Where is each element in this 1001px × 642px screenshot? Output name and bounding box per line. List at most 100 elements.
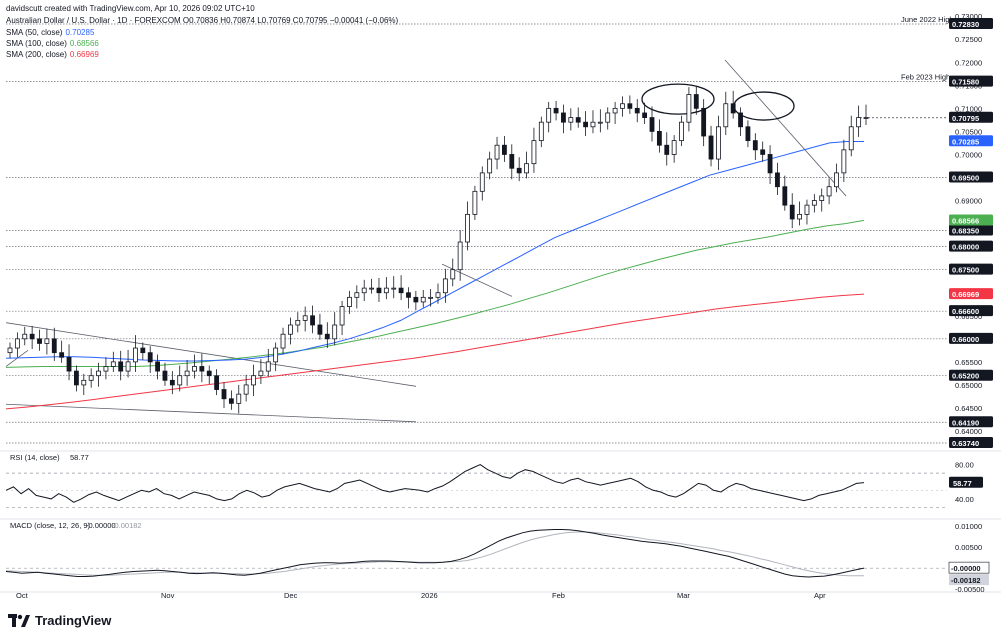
macd-signal-badge-label: -0.00182 [951, 576, 981, 585]
candle-body [354, 292, 360, 298]
level-badge-label: 0.72830 [952, 20, 979, 29]
candle-body [192, 366, 197, 372]
macd-value-badge [948, 561, 990, 574]
x-tick-label: Nov [161, 591, 175, 600]
price-badge-label: 0.66969 [952, 290, 979, 299]
candle-body [538, 121, 544, 142]
candle-body [767, 154, 773, 174]
candle-body [317, 324, 323, 335]
price-badge [949, 135, 993, 147]
level-note: June 2022 High [901, 15, 954, 24]
candle-body [642, 112, 648, 118]
candle-body [442, 278, 448, 294]
candle-body [656, 131, 662, 146]
candle-body [236, 393, 242, 404]
candle-body [745, 126, 751, 142]
macd-signal-line [5, 531, 864, 577]
x-tick-label: Feb [552, 591, 565, 600]
macd-title: MACD (close, 12, 26, 9) [10, 521, 91, 530]
rsi-tick-label: 80.00 [955, 461, 974, 470]
x-tick-label: Mar [677, 591, 690, 600]
x-tick-label: Apr [814, 591, 826, 600]
candle-body [686, 94, 692, 123]
candle-body [671, 140, 677, 155]
candle-body [125, 361, 131, 372]
candle-body [708, 135, 714, 160]
candle-body [251, 375, 256, 386]
candle-body [7, 347, 13, 354]
level-badge [949, 75, 993, 87]
sma200-legend: SMA (200, close) 0.66969 [6, 49, 99, 60]
candle-body [206, 370, 212, 377]
candle-body [44, 338, 50, 344]
candle-body [74, 370, 79, 386]
candle-body [103, 366, 109, 372]
candle-body [302, 315, 308, 321]
y-tick-label: 0.66500 [955, 312, 982, 321]
candle-body [701, 107, 707, 137]
pattern-ellipse [733, 91, 795, 121]
sma100-label: SMA (100, close) [6, 39, 67, 48]
candle-body [295, 319, 301, 326]
candle-body [280, 333, 286, 349]
price-badge-label: 0.70285 [952, 137, 979, 146]
candle-body [162, 370, 168, 381]
candle-body [649, 117, 655, 132]
y-tick-label: 0.71000 [955, 104, 982, 113]
sma50-label: SMA (50, close) [6, 28, 63, 37]
macd-badge-label: -0.00000 [951, 564, 981, 573]
candle-body [228, 398, 234, 404]
level-badge [949, 263, 993, 275]
candle-body [398, 287, 404, 294]
macd-tick-label: 0.01000 [955, 522, 982, 531]
level-badge [949, 332, 993, 344]
candle-body [376, 287, 382, 294]
price-badge [949, 214, 993, 226]
trendline [724, 59, 847, 197]
sma50-legend: SMA (50, close) 0.70285 [6, 27, 94, 38]
candle-body [789, 204, 795, 220]
candle-body [841, 149, 847, 174]
level-badge-label: 0.67500 [952, 266, 979, 275]
candle-body [435, 292, 441, 298]
candle-body [723, 103, 729, 128]
sma50-line [5, 141, 864, 362]
candle-body [428, 296, 434, 299]
candle-body [472, 190, 478, 215]
sma200-label: SMA (200, close) [6, 50, 67, 59]
candle-body [369, 287, 374, 290]
sma200-line [5, 293, 865, 410]
candle-body [620, 103, 625, 109]
candle-body [155, 361, 160, 372]
candle-body [110, 361, 116, 367]
candle-body [819, 195, 825, 201]
candle-body [457, 241, 463, 271]
macd-signal-label: -0.00182 [112, 521, 142, 530]
candle-body [184, 370, 190, 377]
candle-body [612, 107, 618, 114]
candle-body [605, 112, 611, 123]
candle-body [634, 107, 640, 114]
y-tick-label: 0.69000 [955, 197, 982, 206]
sma200-value: 0.66969 [69, 50, 99, 59]
level-badge-label: 0.66600 [952, 307, 979, 316]
price-badge [949, 288, 993, 300]
candle-body [760, 149, 766, 155]
tradingview-logo[interactable]: TradingView [8, 613, 111, 628]
y-tick-label: 0.73000 [955, 12, 982, 21]
candle-body [752, 140, 758, 151]
candle-body [29, 333, 35, 340]
trendline [5, 403, 417, 423]
candle-body [258, 370, 264, 377]
candle-body [730, 103, 736, 114]
candle-body [856, 117, 862, 128]
candle-body [118, 361, 124, 372]
candle-body [66, 356, 72, 372]
level-badge [949, 171, 993, 183]
x-tick-label: Dec [284, 591, 298, 600]
level-badge [949, 305, 993, 317]
candle-body [383, 287, 389, 294]
candle-body [804, 204, 810, 215]
